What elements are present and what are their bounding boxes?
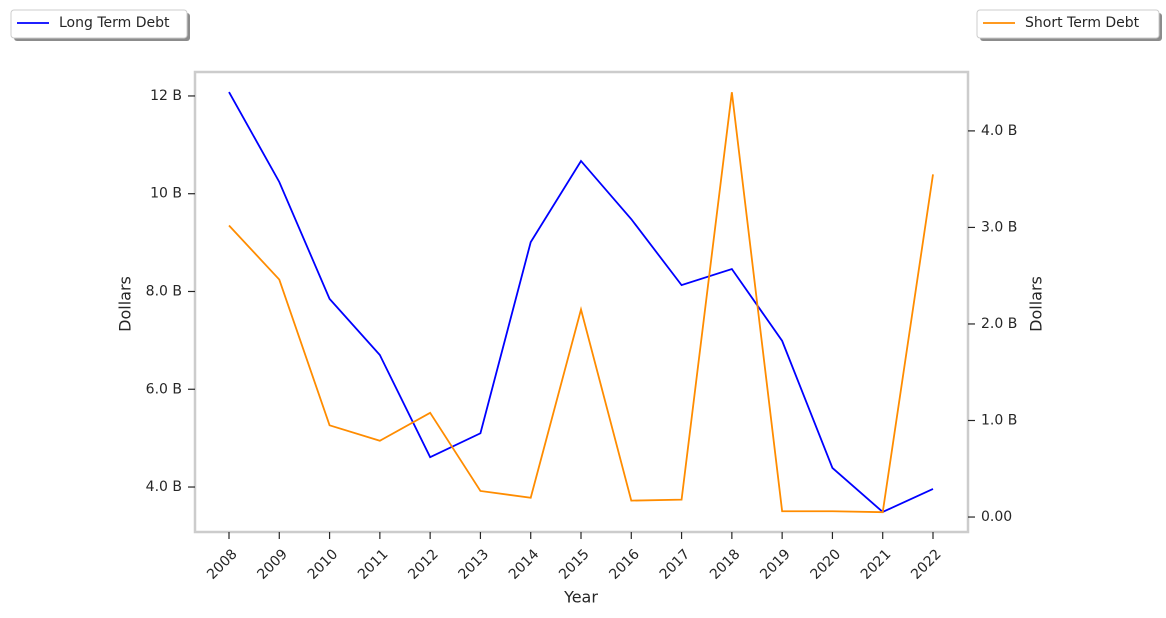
x-tick-label: 2022 — [908, 546, 945, 583]
legend-box — [10, 9, 188, 39]
plot-frame — [193, 70, 970, 534]
y2-axis-title: Dollars — [1027, 276, 1046, 332]
x-tick-label: 2013 — [456, 546, 493, 583]
x-tick-label: 2012 — [405, 546, 442, 583]
y2-tick-label: 3.0 B — [981, 219, 1017, 235]
x-tick-label: 2016 — [606, 546, 643, 583]
x-tick-label: 2010 — [305, 546, 342, 583]
x-tick-label: 2021 — [858, 546, 895, 583]
legend: Short Term Debt — [976, 9, 1162, 41]
x-tick-label: 2019 — [757, 546, 794, 583]
y-tick-label: 10 B — [150, 186, 182, 202]
x-tick-label: 2015 — [556, 546, 593, 583]
y-tick-label: 8.0 B — [146, 283, 182, 299]
x-tick-label: 2014 — [506, 546, 543, 583]
legend-label: Short Term Debt — [1025, 15, 1140, 31]
y-tick-label: 12 B — [150, 88, 182, 104]
y2-tick-label: 2.0 B — [981, 316, 1017, 332]
y2-tick-label: 0.00 — [981, 509, 1012, 525]
y-tick-label: 4.0 B — [146, 479, 182, 495]
x-tick-label: 2017 — [657, 546, 694, 583]
y-tick-label: 6.0 B — [146, 381, 182, 397]
y-axis-title: Dollars — [116, 276, 135, 332]
legend-box — [976, 9, 1160, 39]
x-tick-label: 2020 — [808, 546, 845, 583]
x-axis-title: Year — [563, 588, 598, 607]
legend: Long Term Debt — [10, 9, 190, 41]
legend-label: Long Term Debt — [59, 15, 170, 31]
y2-tick-label: 4.0 B — [981, 123, 1017, 139]
x-tick-label: 2008 — [204, 546, 241, 583]
x-tick-label: 2018 — [707, 546, 744, 583]
x-tick-label: 2011 — [355, 546, 392, 583]
y2-tick-label: 1.0 B — [981, 412, 1017, 428]
series-line — [228, 91, 934, 514]
x-tick-label: 2009 — [254, 546, 291, 583]
series-line — [228, 92, 934, 514]
